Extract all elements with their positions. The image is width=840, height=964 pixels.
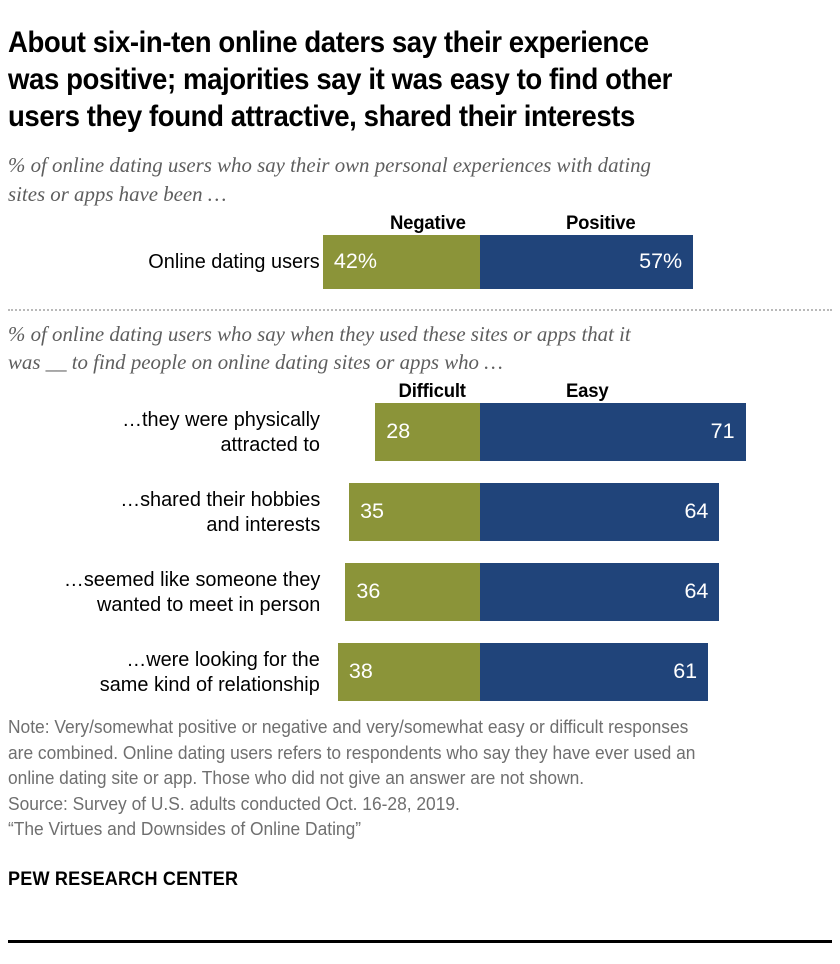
- section-one-subtitle: % of online dating users who say their o…: [8, 153, 651, 207]
- row-label: …seemed like someone they wanted to meet…: [63, 567, 320, 616]
- bar-value-label: 64: [684, 499, 709, 524]
- row-label: …shared their hobbies and interests: [119, 487, 320, 536]
- bottom-rule: [8, 940, 832, 943]
- bar-value-label: 57%: [639, 248, 683, 273]
- bar-value-label: 36: [356, 579, 381, 604]
- bar-segment-positive: 64: [480, 562, 720, 621]
- legend-label-negative: Negative: [390, 211, 466, 234]
- bar-group: 38 61: [8, 642, 832, 701]
- chart-online-dating-experience: Negative Positive Online dating users 42%…: [8, 209, 832, 289]
- section-two-subtitle: % of online dating users who say when th…: [8, 321, 631, 375]
- section-divider-wrap: [8, 289, 832, 311]
- bar-segment-positive: 61: [480, 642, 709, 701]
- bar-segment-negative: 36: [345, 562, 480, 621]
- bar-segment-negative: 38: [337, 642, 480, 701]
- legend-label-easy: Easy: [566, 379, 609, 402]
- bar-group: 28 71: [8, 402, 832, 461]
- table-row: Online dating users 42% 57%: [8, 234, 832, 289]
- bar-segment-positive: 57%: [480, 234, 694, 289]
- table-row: …were looking for the same kind of relat…: [8, 642, 832, 701]
- bar-value-label: 61: [673, 659, 698, 684]
- bar-value-label: 28: [386, 419, 411, 444]
- bar-group: 35 64: [8, 482, 832, 541]
- chart-ease-of-finding-people: Difficult Easy …they were physically att…: [8, 377, 832, 701]
- note-text: Note: Very/somewhat positive or negative…: [8, 716, 696, 789]
- chart-one-header-row: Negative Positive: [8, 209, 832, 235]
- dotted-divider: [8, 308, 832, 311]
- row-label: Online dating users: [148, 250, 320, 274]
- legend-label-positive: Positive: [566, 211, 636, 234]
- bar-value-label: 64: [684, 579, 709, 604]
- bar-segment-positive: 64: [480, 482, 720, 541]
- bar-value-label: 71: [710, 419, 735, 444]
- row-label: …they were physically attracted to: [122, 407, 320, 456]
- chart-two-header-row: Difficult Easy: [8, 377, 832, 403]
- bar-segment-negative: 28: [375, 402, 480, 461]
- bar-value-label: 38: [348, 659, 373, 684]
- pew-research-center-brand: PEW RESEARCH CENTER: [8, 869, 239, 891]
- page-title: About six-in-ten online daters say their…: [8, 26, 673, 134]
- bar-group: 42% 57%: [8, 234, 832, 289]
- chart-one-rows: Online dating users 42% 57%: [8, 234, 832, 289]
- chart-two-rows: …they were physically attracted to 28 71 …s…: [8, 402, 832, 701]
- bar-value-label: 42%: [333, 248, 377, 273]
- row-label: …were looking for the same kind of relat…: [100, 647, 320, 696]
- table-row: …seemed like someone they wanted to meet…: [8, 562, 832, 621]
- bar-segment-positive: 71: [480, 402, 746, 461]
- bar-value-label: 35: [360, 499, 385, 524]
- table-row: …they were physically attracted to 28 71: [8, 402, 832, 461]
- report-title-text: “The Virtues and Downsides of Online Dat…: [8, 819, 362, 840]
- bar-segment-negative: 35: [349, 482, 480, 541]
- footnotes: Note: Very/somewhat positive or negative…: [8, 701, 832, 843]
- bar-segment-negative: 42%: [322, 234, 480, 289]
- legend-label-difficult: Difficult: [398, 379, 466, 402]
- bar-group: 36 64: [8, 562, 832, 621]
- table-row: …shared their hobbies and interests 35 64: [8, 482, 832, 541]
- source-text: Source: Survey of U.S. adults conducted …: [8, 793, 460, 814]
